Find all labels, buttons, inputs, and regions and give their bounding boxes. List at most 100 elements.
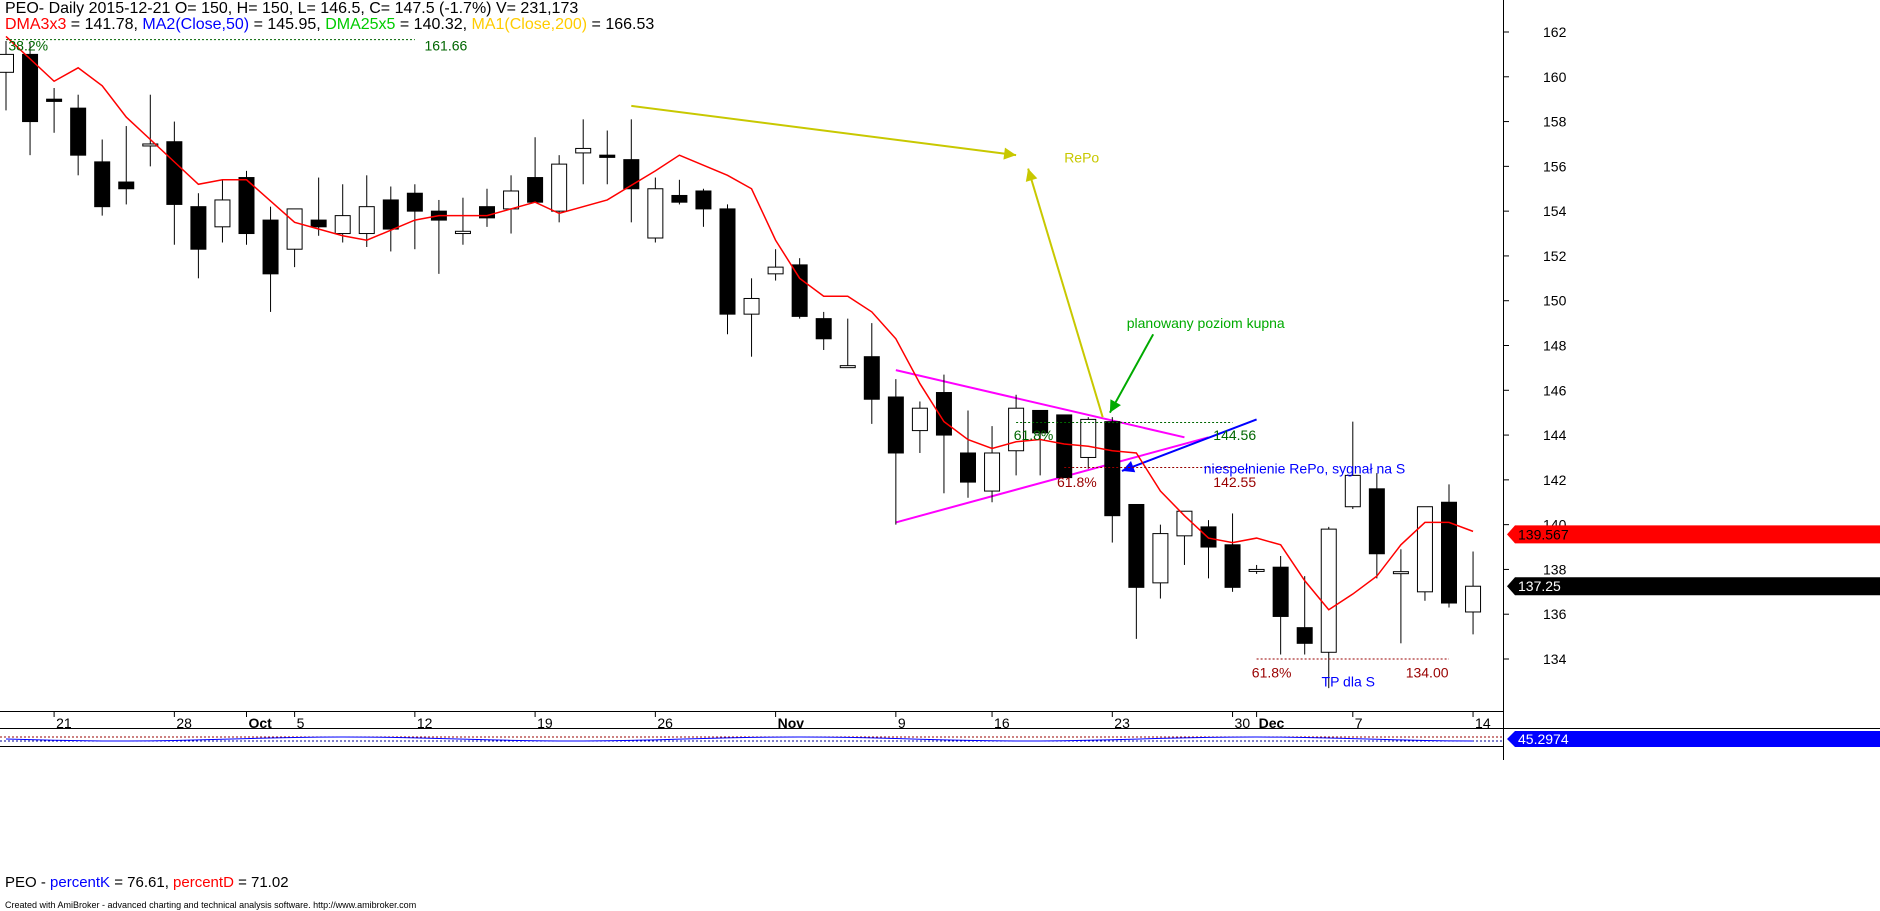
candle: [22, 43, 39, 156]
candle-body: [118, 181, 135, 190]
candle-body: [1344, 474, 1361, 508]
candle-body: [671, 194, 688, 203]
repo-up-arrow-head: [1025, 168, 1038, 182]
candle-body: [1368, 488, 1385, 555]
candle-body: [1272, 566, 1289, 617]
candle: [1032, 409, 1049, 476]
x-tick-label: 14: [1475, 715, 1491, 731]
candle-body: [1224, 544, 1241, 588]
candle-body: [1392, 571, 1409, 575]
candlesticks: [0, 40, 1482, 689]
candle: [695, 188, 712, 227]
candle-body: [406, 192, 423, 212]
legend-percentd: percentD: [173, 874, 234, 891]
legend-percentk-value: = 76.61,: [110, 874, 174, 891]
annotations: 38.2% 161.66 RePo planowany poziom kupna 61.…: [8, 37, 1448, 689]
annotation-label: 61.8%: [1014, 427, 1054, 443]
candle: [1320, 526, 1337, 689]
candle-body: [214, 199, 231, 228]
x-tick-label: 9: [898, 715, 906, 731]
candle: [647, 177, 664, 243]
y-axis: 1341361381401421441461481501521541561581…: [1503, 24, 1880, 667]
candle: [1248, 564, 1265, 574]
x-tick-label: 26: [657, 715, 673, 731]
plan-arrow-shaft: [1109, 333, 1155, 414]
candle-body: [1056, 414, 1073, 479]
y-tick-label: 146: [1543, 382, 1567, 398]
x-tick-label: 16: [994, 715, 1010, 731]
candle: [1296, 576, 1313, 655]
candle-body: [1465, 585, 1482, 613]
candle: [791, 258, 808, 319]
x-tick-label: 7: [1355, 715, 1363, 731]
candle-body: [142, 143, 159, 147]
candle-body: [1416, 506, 1433, 593]
trend-lines: [631, 104, 1257, 524]
annotation-label: 134.00: [1406, 664, 1449, 680]
candle-body: [791, 264, 808, 317]
annotation-label: 61.8%: [1057, 474, 1097, 490]
candle: [454, 197, 471, 245]
candle: [262, 206, 279, 312]
legend-dma25x5: DMA25x5: [325, 16, 396, 33]
x-tick-label: 12: [417, 715, 433, 731]
x-tick-label: 21: [56, 715, 72, 731]
candle-body: [262, 219, 279, 275]
candle: [911, 401, 928, 453]
candle-body: [551, 163, 568, 212]
price-tag-label: 139.567: [1518, 526, 1569, 542]
candle: [527, 137, 544, 203]
x-axis: 21 28 Oct 5 12 19 26 Nov 9 16 23 30 Dec 7 14: [53, 711, 1491, 731]
x-tick-label: Oct: [249, 715, 273, 731]
candle-body: [839, 365, 856, 369]
repo-arrow-head: [1003, 147, 1017, 160]
candle: [984, 426, 1001, 503]
candle-body: [887, 396, 904, 454]
candle-body: [527, 177, 544, 203]
plan-arrow-head: [1109, 399, 1121, 413]
repo-up-arrow-shaft: [1027, 168, 1104, 418]
subpanel-legend: PEO - percentK = 76.61, percentD = 71.02: [5, 874, 289, 892]
candle-body: [382, 199, 399, 230]
x-tick-label: Nov: [778, 715, 805, 731]
candle: [863, 323, 880, 424]
annotation-label: 161.66: [424, 37, 467, 53]
annotation-label: planowany poziom kupna: [1127, 315, 1285, 331]
y-tick-label: 160: [1543, 69, 1567, 85]
ohlc-summary: PEO- Daily 2015-12-21 O= 150, H= 150, L=…: [5, 0, 579, 17]
annotation-label: 144.56: [1213, 427, 1256, 443]
x-tick-label: 28: [176, 715, 192, 731]
signal-arrow-shaft: [1121, 418, 1257, 472]
candle-body: [1441, 501, 1457, 604]
candle-body: [1032, 409, 1049, 434]
y-tick-label: 162: [1543, 24, 1567, 40]
legend-percentk: percentK: [50, 874, 111, 891]
candle: [1224, 513, 1241, 592]
candle: [1392, 549, 1409, 644]
legend-ma2: MA2(Close,50): [142, 16, 250, 33]
candle-body: [623, 159, 640, 190]
triangle-lower-line: [895, 436, 1209, 524]
candle: [960, 410, 976, 498]
candle-body: [0, 53, 14, 73]
candle: [310, 177, 327, 236]
candle: [719, 204, 736, 335]
candle: [1008, 394, 1025, 476]
annotation-label: 61.8%: [1252, 664, 1292, 680]
candle: [0, 40, 14, 111]
candle-body: [911, 407, 928, 432]
candle: [1441, 484, 1457, 608]
candle: [815, 311, 832, 350]
candle-body: [454, 230, 471, 235]
legend-ma200: MA1(Close,200): [471, 16, 588, 33]
annotation-label: 38.2%: [8, 37, 48, 53]
stochastic-subpanel: 45.2974: [0, 731, 1880, 747]
candle-body: [334, 215, 351, 235]
candle-body: [647, 188, 664, 239]
candle: [1128, 503, 1145, 639]
x-tick-label: 23: [1114, 715, 1130, 731]
candle-body: [238, 177, 255, 235]
legend-dma3x3-value: = 141.78,: [66, 16, 143, 33]
y-tick-label: 144: [1543, 427, 1567, 443]
